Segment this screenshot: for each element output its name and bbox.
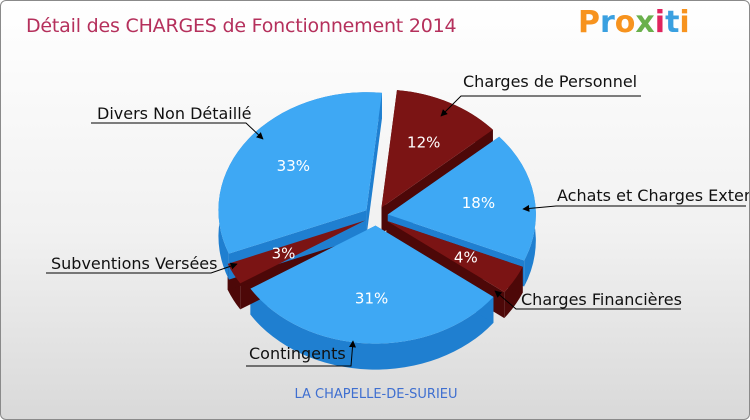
logo-letter: t	[665, 5, 680, 40]
logo-letter: i	[679, 5, 690, 40]
pie-slice-charges-de-personnel	[381, 90, 493, 208]
slice-category-label: Achats et Charges Externes	[557, 186, 750, 205]
commune-name: LA CHAPELLE-DE-SURIEU	[294, 387, 458, 402]
pie-slice-side	[250, 288, 494, 370]
leader-line	[91, 122, 264, 140]
slice-category-label: Charges de Personnel	[463, 72, 637, 91]
leader-line	[46, 262, 238, 274]
pie-slice-subventions-vers-es	[227, 220, 366, 284]
logo-letter: i	[654, 5, 666, 40]
pie-slice-charges-financi-res	[386, 220, 523, 293]
slice-percent-label: 3%	[272, 245, 296, 263]
chart-title: Détail des CHARGES de Fonctionnement 201…	[26, 15, 457, 37]
slice-percent-label: 12%	[407, 134, 440, 152]
pie-slice-contingents	[250, 225, 494, 344]
slice-category-label: Contingents	[249, 344, 346, 363]
leader-line	[440, 95, 641, 117]
logo-letter: o	[614, 5, 636, 40]
slice-percent-label: 18%	[462, 194, 495, 212]
leader-line	[494, 290, 681, 310]
slice-category-label: Subventions Versées	[51, 254, 217, 273]
logo-letter: x	[635, 5, 655, 40]
slice-category-label: Divers Non Détaillé	[97, 104, 251, 123]
pie-slice-wall	[366, 92, 382, 237]
pie-slice-achats-et-charges-externes	[387, 136, 536, 261]
slice-percent-label: 4%	[454, 248, 478, 266]
proxiti-logo: Proxiti	[578, 5, 690, 40]
logo-letter: r	[600, 5, 615, 40]
slice-percent-label: 31%	[355, 290, 388, 308]
leader-line	[522, 204, 746, 212]
logo-letter: P	[578, 5, 600, 40]
slice-percent-label: 33%	[277, 157, 310, 175]
leader-line	[246, 340, 356, 367]
slice-category-label: Charges Financières	[521, 290, 682, 309]
